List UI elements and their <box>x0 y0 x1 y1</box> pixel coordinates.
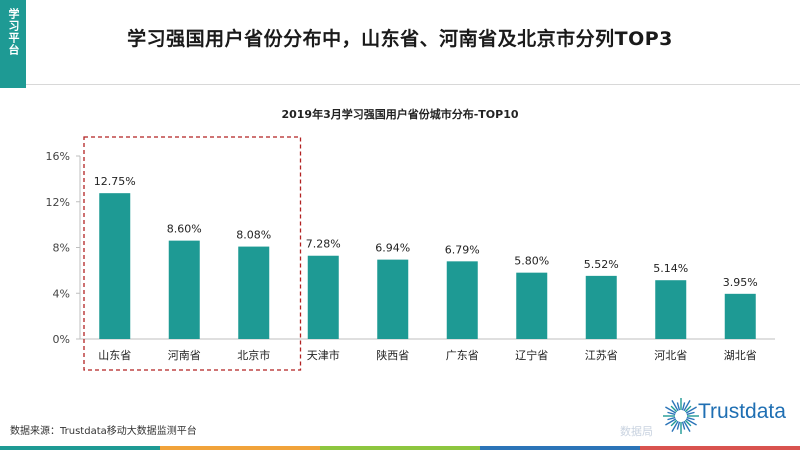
bar <box>446 261 478 339</box>
title-divider <box>26 84 800 85</box>
x-category-label: 陕西省 <box>376 348 409 362</box>
color-stripe <box>480 446 640 450</box>
sunburst-ray <box>671 400 679 412</box>
bar-value-label: 3.95% <box>723 276 758 289</box>
sunburst-ray <box>681 402 686 411</box>
trustdata-logo: Trustdata <box>661 396 793 436</box>
y-tick-label: 4% <box>53 287 70 300</box>
chart-title: 2019年3月学习强国用户省份城市分布-TOP10 <box>281 107 518 121</box>
bar-value-label: 8.60% <box>167 223 202 236</box>
side-tab: 学习平台 <box>0 0 26 88</box>
bar <box>724 293 756 339</box>
sunburst-ray <box>683 400 691 412</box>
sunburst-ray <box>686 411 695 416</box>
bar-value-label: 12.75% <box>94 175 136 188</box>
bar-value-label: 8.08% <box>236 229 271 242</box>
sunburst-ray <box>670 419 678 427</box>
color-stripe <box>640 446 800 450</box>
bar <box>238 246 270 339</box>
sunburst-ray <box>681 421 686 430</box>
bar-value-label: 6.79% <box>445 243 480 256</box>
bar <box>585 275 617 339</box>
bar <box>377 259 409 339</box>
x-category-label: 山东省 <box>98 349 131 362</box>
sunburst-ray <box>665 406 677 414</box>
sunburst-ray <box>676 402 681 411</box>
watermark-text: 数据局 <box>620 425 653 438</box>
sunburst-ray <box>667 411 676 416</box>
x-category-label: 河北省 <box>654 349 687 362</box>
bar-chart: 2019年3月学习强国用户省份城市分布-TOP10 0% 4% 8% 12% 16% 12.… <box>46 107 775 371</box>
side-tab-label: 学习平台 <box>7 8 20 56</box>
bar <box>168 240 200 339</box>
color-stripe <box>320 446 480 450</box>
y-tick-label: 12% <box>46 196 70 209</box>
page-title: 学习强国用户省份分布中，山东省、河南省及北京市分列TOP3 <box>127 28 673 50</box>
sunburst-ray <box>667 416 676 421</box>
x-category-label: 天津市 <box>307 348 340 362</box>
bar-value-label: 6.94% <box>375 242 410 255</box>
sunburst-ray <box>684 419 692 427</box>
sunburst-ray <box>684 405 692 413</box>
color-stripe <box>160 446 320 450</box>
bar-value-label: 5.14% <box>653 262 688 275</box>
bar <box>99 193 131 339</box>
x-category-label: 北京市 <box>237 348 270 362</box>
color-stripe <box>0 446 160 450</box>
x-category-label: 江苏省 <box>585 349 618 362</box>
bar <box>655 280 687 339</box>
sunburst-ray <box>686 416 695 421</box>
sunburst-ray <box>670 405 678 413</box>
sunburst-icon <box>663 398 699 434</box>
sunburst-ray <box>683 420 691 432</box>
sunburst-ray <box>685 418 697 426</box>
data-source-note: 数据来源：Trustdata移动大数据监测平台 <box>10 426 197 437</box>
y-tick-label: 8% <box>53 242 70 255</box>
x-category-label: 辽宁省 <box>515 348 548 362</box>
x-category-label: 广东省 <box>446 349 479 362</box>
brand-name: Trustdata <box>698 400 786 423</box>
bar-value-label: 5.52% <box>584 258 619 271</box>
sunburst-ray <box>671 420 679 432</box>
x-category-label: 湖北省 <box>724 349 757 362</box>
bar <box>307 255 339 339</box>
top3-highlight-box <box>83 136 302 371</box>
sunburst-ray <box>676 421 681 430</box>
x-category-label: 河南省 <box>168 349 201 362</box>
sunburst-ray <box>665 418 677 426</box>
y-tick-label: 16% <box>46 150 70 163</box>
y-tick-label: 0% <box>53 333 70 346</box>
bar-value-label: 5.80% <box>514 255 549 268</box>
bottom-color-stripes <box>0 446 800 450</box>
bar-value-label: 7.28% <box>306 238 341 251</box>
bar <box>516 272 548 339</box>
sunburst-ray <box>685 406 697 414</box>
